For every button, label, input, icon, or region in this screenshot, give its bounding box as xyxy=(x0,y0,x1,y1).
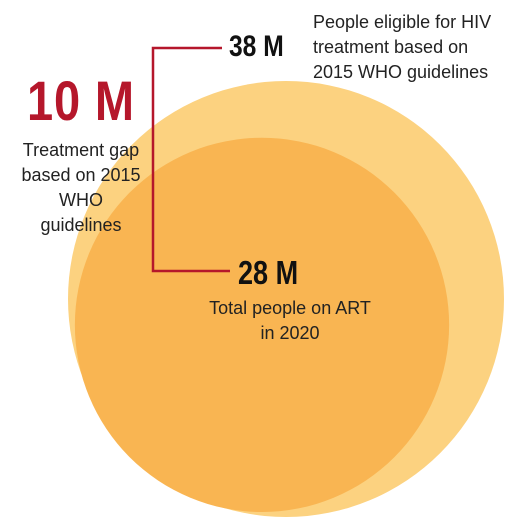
art-description: Total people on ART in 2020 xyxy=(209,298,371,343)
art-value-label: 28 M xyxy=(238,254,299,291)
eligible-value-label: 38 M xyxy=(229,30,284,63)
eligible-description: People eligible for HIV treatment based … xyxy=(313,12,492,82)
bubble-art xyxy=(74,137,450,512)
gap-description: Treatment gap based on 2015 WHO guidelin… xyxy=(21,140,141,235)
gap-bracket xyxy=(151,46,230,273)
gap-value-label: 10 M xyxy=(27,69,135,132)
